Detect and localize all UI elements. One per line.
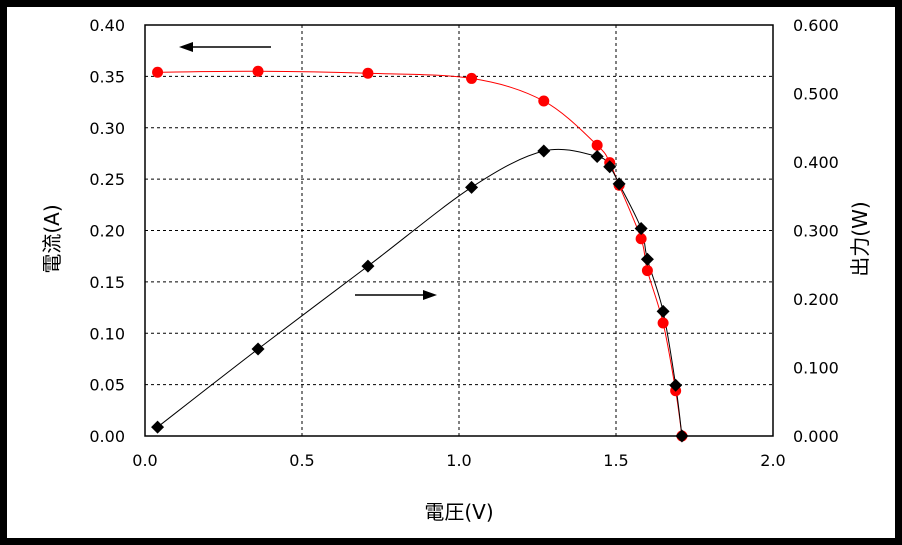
x-tick-label: 1.0 <box>446 451 471 470</box>
y-right-tick-label: 0.300 <box>793 222 839 241</box>
x-tick-labels: 0.0 0.5 1.0 1.5 2.0 <box>132 451 785 470</box>
series-1-point <box>635 233 647 245</box>
series-2-point <box>656 304 670 318</box>
series-1-point <box>252 65 264 77</box>
x-tick-label: 1.5 <box>603 451 628 470</box>
series-2-point <box>361 259 375 273</box>
right-arrow-annotation <box>355 290 437 300</box>
y-right-tick-label: 0.600 <box>793 16 839 35</box>
y-right-tick-label: 0.100 <box>793 359 839 378</box>
series-2-point <box>151 420 165 434</box>
y-left-tick-label: 0.05 <box>89 376 125 395</box>
grid-lines <box>145 25 773 436</box>
y-left-tick-label: 0.15 <box>89 273 125 292</box>
series-2-point <box>465 180 479 194</box>
y-right-tick-label: 0.200 <box>793 290 839 309</box>
y-left-tick-label: 0.20 <box>89 222 125 241</box>
y-right-tick-label: 0.500 <box>793 85 839 104</box>
y-right-axis-title: 出力(W) <box>848 201 872 276</box>
y-left-tick-label: 0.30 <box>89 119 125 138</box>
y-left-tick-label: 0.25 <box>89 170 125 189</box>
markers <box>151 65 689 443</box>
series-1-point <box>538 95 550 107</box>
x-tick-label: 0.0 <box>132 451 157 470</box>
series-2-point <box>634 221 648 235</box>
plot-border <box>144 24 774 437</box>
y-left-tick-label: 0.10 <box>89 324 125 343</box>
series-2-point <box>537 144 551 158</box>
x-tick-label: 2.0 <box>760 451 785 470</box>
series-2-point <box>669 378 683 392</box>
series-1-point <box>591 139 603 151</box>
y-left-tick-label: 0.35 <box>89 67 125 86</box>
series-1-point <box>657 317 669 329</box>
x-tick-label: 0.5 <box>289 451 314 470</box>
series-2-point <box>251 342 265 356</box>
series-1-point <box>362 67 374 79</box>
chart-frame: 0.0 0.5 1.0 1.5 2.0 0.00 0.05 0.10 0.15 0.20 0.25… <box>7 7 895 538</box>
series-1-point <box>152 66 164 78</box>
iv-chart: 0.0 0.5 1.0 1.5 2.0 0.00 0.05 0.10 0.15 0.20 0.25… <box>40 16 872 524</box>
left-arrow-annotation <box>179 42 271 52</box>
series-2-point <box>612 177 626 191</box>
series-2-point <box>603 160 617 174</box>
y-right-tick-labels: 0.000 0.100 0.200 0.300 0.400 0.500 0.600 <box>793 16 839 446</box>
series-1-point <box>641 265 653 277</box>
x-axis-title: 電圧(V) <box>424 500 493 524</box>
series-1-point <box>466 72 478 84</box>
y-left-tick-label: 0.00 <box>89 427 125 446</box>
y-right-tick-label: 0.400 <box>793 153 839 172</box>
y-left-tick-labels: 0.00 0.05 0.10 0.15 0.20 0.25 0.30 0.35 0.40 <box>89 16 125 446</box>
y-left-axis-title: 電流(A) <box>40 204 64 273</box>
y-right-tick-label: 0.000 <box>793 427 839 446</box>
y-left-tick-label: 0.40 <box>89 16 125 35</box>
series-2-point <box>590 150 604 164</box>
